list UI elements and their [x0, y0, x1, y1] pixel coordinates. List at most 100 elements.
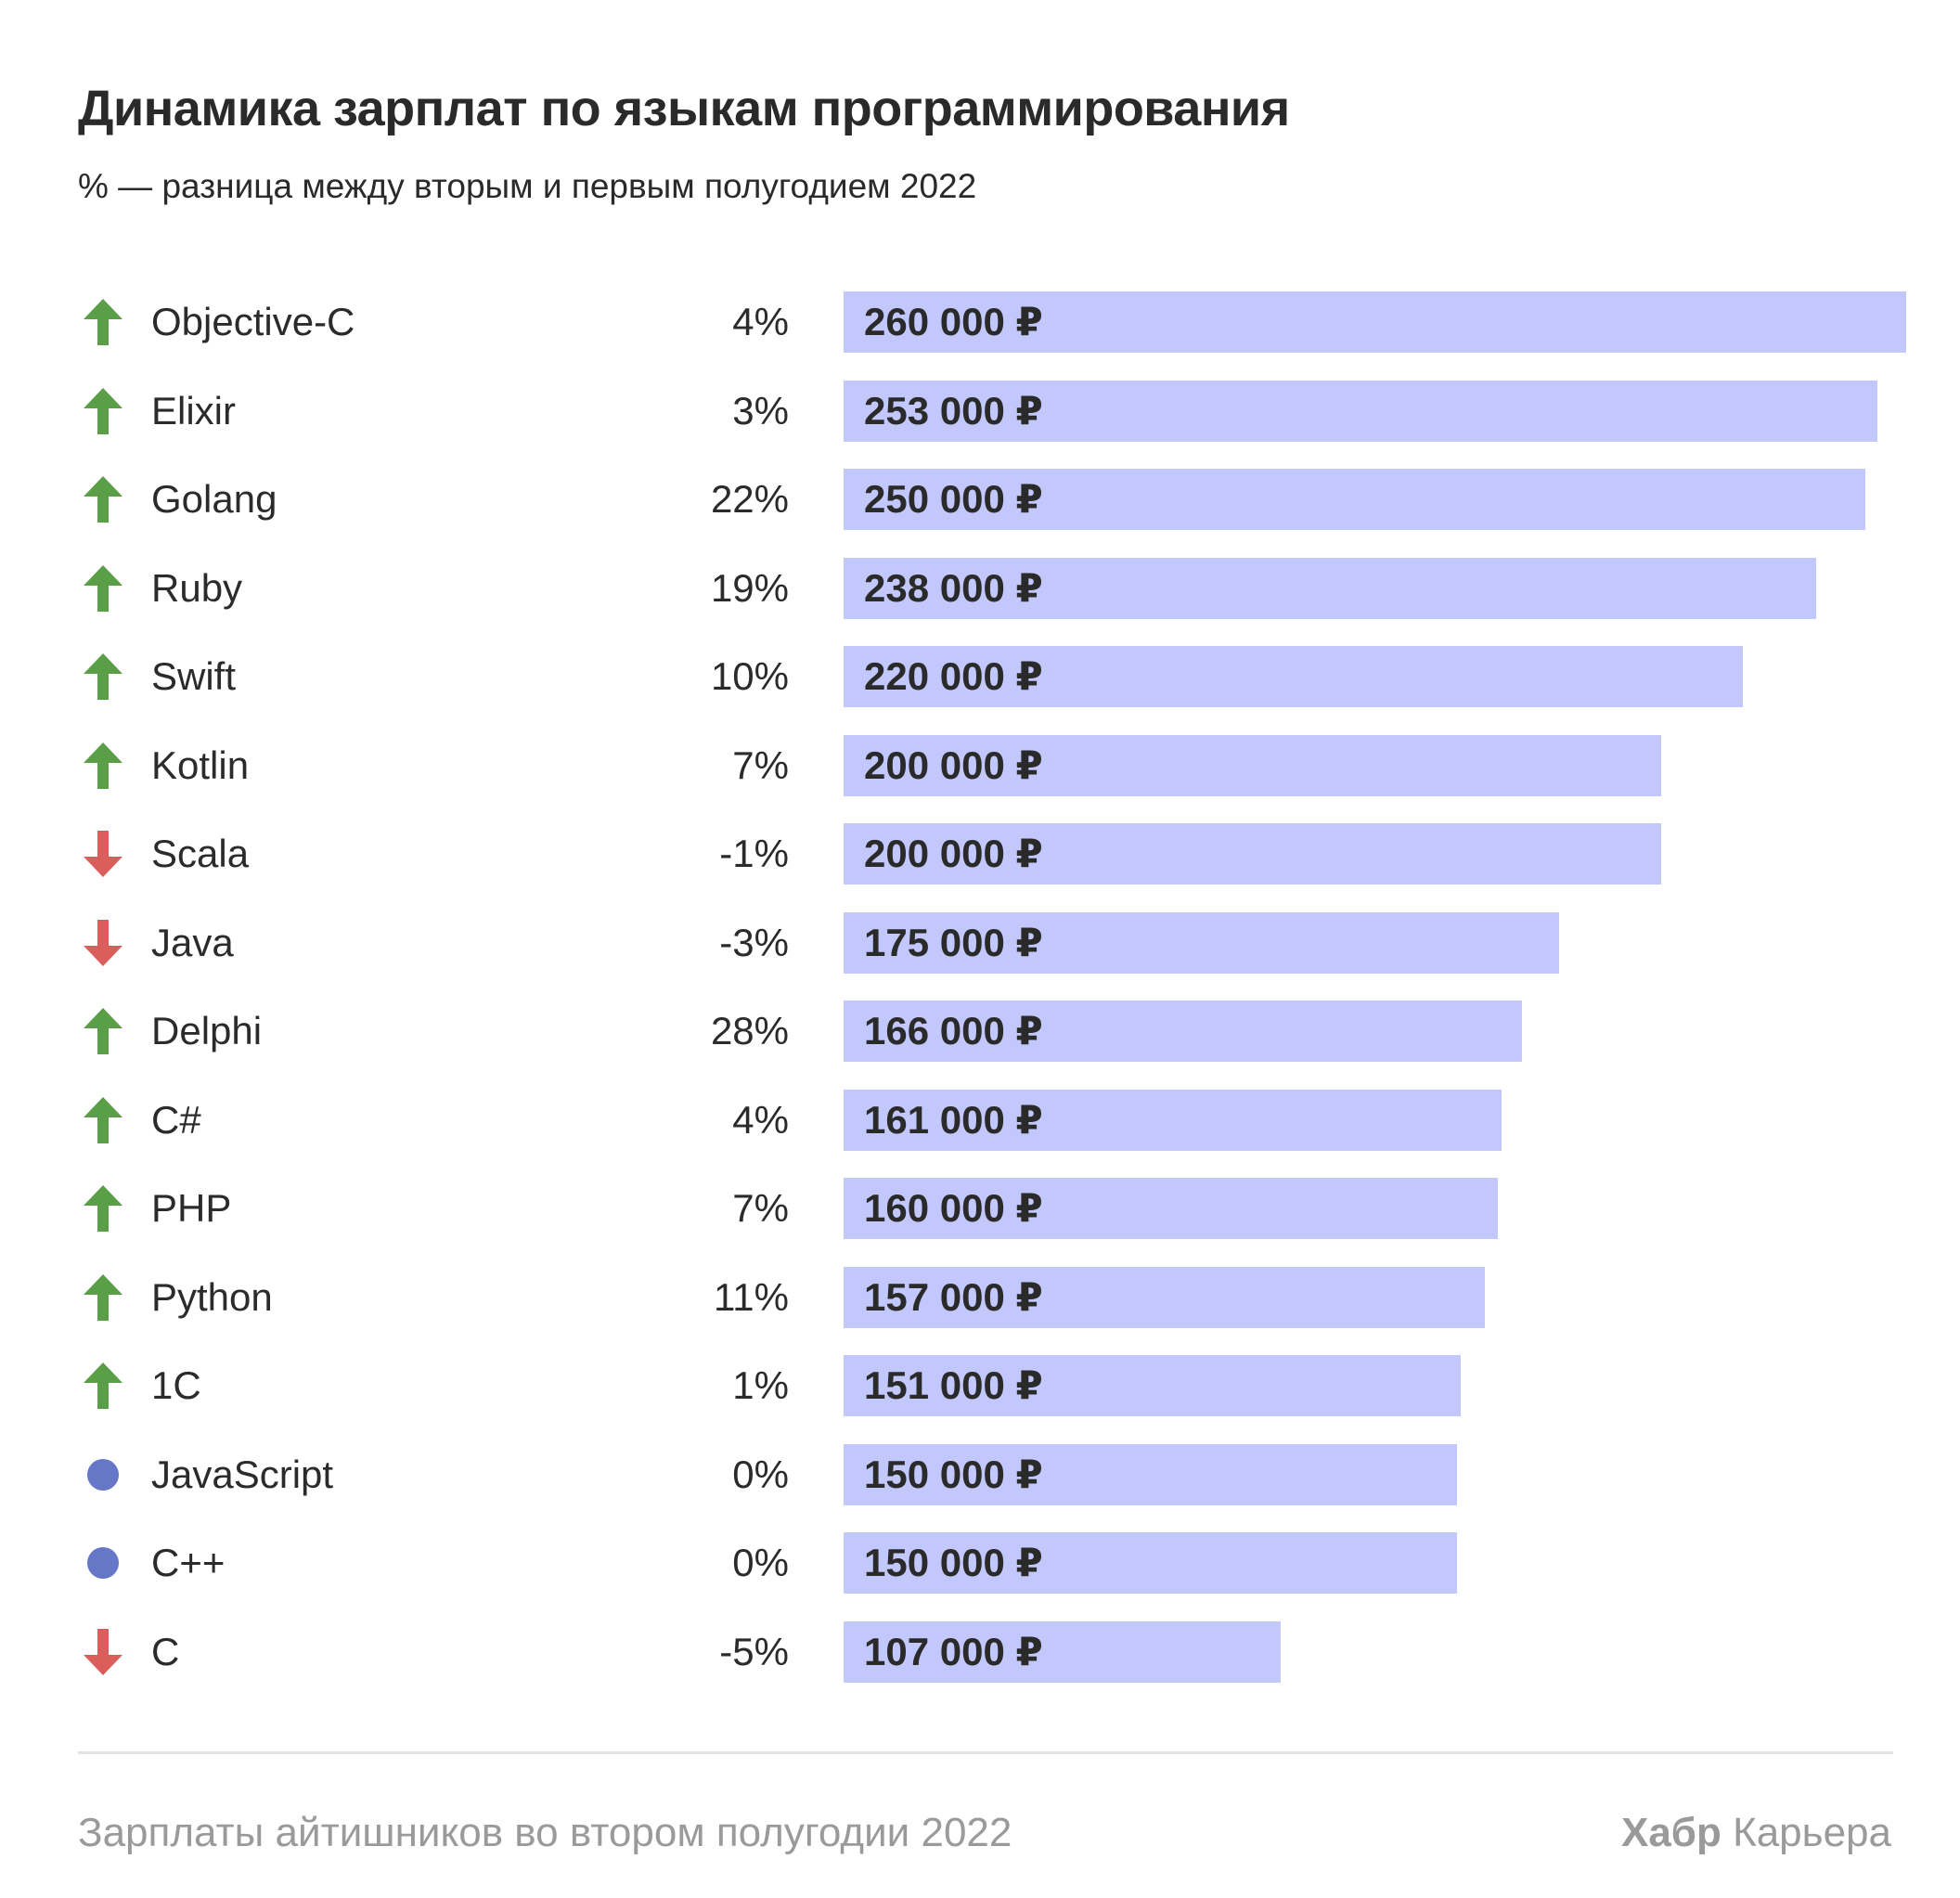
chart-row: Swift 10% 220 000 ₽: [0, 646, 1960, 707]
salary-value-label: 157 000 ₽: [864, 1274, 1043, 1319]
salary-value-label: 166 000 ₽: [864, 1009, 1043, 1052]
change-label: 28%: [710, 1009, 789, 1052]
footer-divider: [78, 1751, 1893, 1754]
salary-value-label: 250 000 ₽: [864, 477, 1043, 521]
arrow-up-icon: [84, 564, 122, 612]
footer-source: Зарплаты айтишников во втором полугодии …: [78, 1810, 1012, 1855]
salary-value-label: 253 000 ₽: [864, 388, 1043, 433]
chart-subtitle: % — разница между вторым и первым полуго…: [78, 167, 977, 205]
chart-row: Python 11% 157 000 ₽: [0, 1266, 1960, 1328]
salary-value-label: 150 000 ₽: [864, 1541, 1043, 1584]
category-label: Kotlin: [151, 742, 250, 787]
salary-value-label: 160 000 ₽: [864, 1186, 1043, 1230]
salary-bar: [844, 1355, 1461, 1416]
chart-row: 1C 1% 151 000 ₽: [0, 1355, 1960, 1416]
category-label: Golang: [151, 477, 277, 521]
change-label: 0%: [732, 1452, 789, 1496]
dot-icon: [87, 1547, 119, 1579]
chart-row: Java -3% 175 000 ₽: [0, 911, 1960, 974]
salary-bar: [844, 734, 1661, 796]
chart-row: C -5% 107 000 ₽: [0, 1620, 1960, 1683]
category-label: C++: [151, 1541, 226, 1584]
category-label: Delphi: [151, 1009, 263, 1052]
change-label: 19%: [710, 565, 789, 610]
salary-value-label: 260 000 ₽: [864, 300, 1043, 343]
category-label: JavaScript: [151, 1452, 334, 1496]
change-label: 3%: [732, 388, 789, 433]
salary-bar: [844, 1443, 1457, 1505]
brand-name-bold: Хабр: [1620, 1810, 1721, 1855]
salary-bar: [844, 469, 1865, 530]
salary-value-label: 200 000 ₽: [864, 742, 1043, 787]
salary-bar: [844, 557, 1816, 619]
arrow-up-icon: [84, 1096, 122, 1143]
chart-row: C# 4% 161 000 ₽: [0, 1089, 1960, 1151]
change-label: 1%: [732, 1363, 789, 1407]
chart-row: Scala -1% 200 000 ₽: [0, 823, 1960, 884]
salary-value-label: 220 000 ₽: [864, 654, 1043, 698]
salary-value-label: 151 000 ₽: [864, 1363, 1043, 1407]
chart-row: Ruby 19% 238 000 ₽: [0, 557, 1960, 619]
salary-bar: [844, 1089, 1502, 1151]
category-label: Ruby: [151, 565, 243, 610]
arrow-up-icon: [84, 1273, 122, 1321]
salary-bar: [844, 1620, 1281, 1683]
arrow-up-icon: [84, 1185, 122, 1232]
footer-brand: Хабр Карьера: [1621, 1810, 1891, 1856]
change-label: 0%: [732, 1541, 789, 1584]
category-label: Scala: [151, 832, 250, 875]
chart-row: C++ 0% 150 000 ₽: [0, 1532, 1960, 1594]
arrow-up-icon: [84, 653, 122, 700]
salary-value-label: 200 000 ₽: [864, 832, 1043, 875]
arrow-up-icon: [84, 476, 122, 523]
change-label: 4%: [732, 300, 789, 343]
salary-bar: [844, 1001, 1522, 1062]
change-label: 4%: [732, 1097, 789, 1142]
chart-row: PHP 7% 160 000 ₽: [0, 1178, 1960, 1239]
salary-value-label: 150 000 ₽: [864, 1452, 1043, 1496]
salary-bar: [844, 1266, 1485, 1328]
chart-title: Динамика зарплат по языкам программирова…: [78, 81, 1290, 136]
salary-bar: [844, 646, 1743, 707]
salary-bar: [844, 911, 1559, 974]
category-label: Python: [151, 1274, 273, 1319]
salary-value-label: 175 000 ₽: [864, 920, 1043, 964]
dot-icon: [87, 1458, 119, 1491]
category-label: Swift: [151, 654, 237, 698]
change-label: 22%: [710, 477, 789, 521]
arrow-down-icon: [84, 1628, 122, 1675]
salary-value-label: 107 000 ₽: [864, 1629, 1043, 1673]
change-label: 11%: [714, 1274, 789, 1319]
chart-row: JavaScript 0% 150 000 ₽: [0, 1443, 1960, 1505]
arrow-up-icon: [84, 1008, 122, 1054]
salary-bar: [844, 380, 1877, 442]
salary-bar: [844, 1178, 1498, 1239]
chart-row: Elixir 3% 253 000 ₽: [0, 380, 1960, 442]
category-label: Elixir: [151, 388, 236, 433]
change-label: 7%: [732, 1186, 789, 1230]
salary-bar: [844, 291, 1906, 353]
chart-row: Delphi 28% 166 000 ₽: [0, 1001, 1960, 1062]
arrow-down-icon: [84, 831, 122, 877]
category-label: C: [151, 1629, 180, 1673]
brand-name-rest: Карьера: [1721, 1810, 1891, 1855]
category-label: 1C: [151, 1363, 201, 1407]
arrow-up-icon: [84, 742, 122, 789]
salary-value-label: 161 000 ₽: [864, 1097, 1043, 1142]
arrow-up-icon: [84, 1362, 122, 1409]
chart-row: Golang 22% 250 000 ₽: [0, 469, 1960, 530]
chart-row: Kotlin 7% 200 000 ₽: [0, 734, 1960, 796]
change-label: 7%: [732, 742, 789, 787]
salary-bar: [844, 1532, 1457, 1594]
arrow-up-icon: [84, 299, 122, 345]
change-label: -3%: [719, 920, 789, 964]
change-label: -1%: [719, 832, 789, 875]
chart-row: Objective-C 4% 260 000 ₽: [0, 291, 1960, 353]
category-label: Java: [151, 920, 234, 964]
change-label: -5%: [719, 1629, 789, 1673]
category-label: PHP: [151, 1186, 232, 1230]
salary-value-label: 238 000 ₽: [864, 565, 1043, 610]
change-label: 10%: [710, 654, 789, 698]
category-label: C#: [151, 1097, 201, 1142]
